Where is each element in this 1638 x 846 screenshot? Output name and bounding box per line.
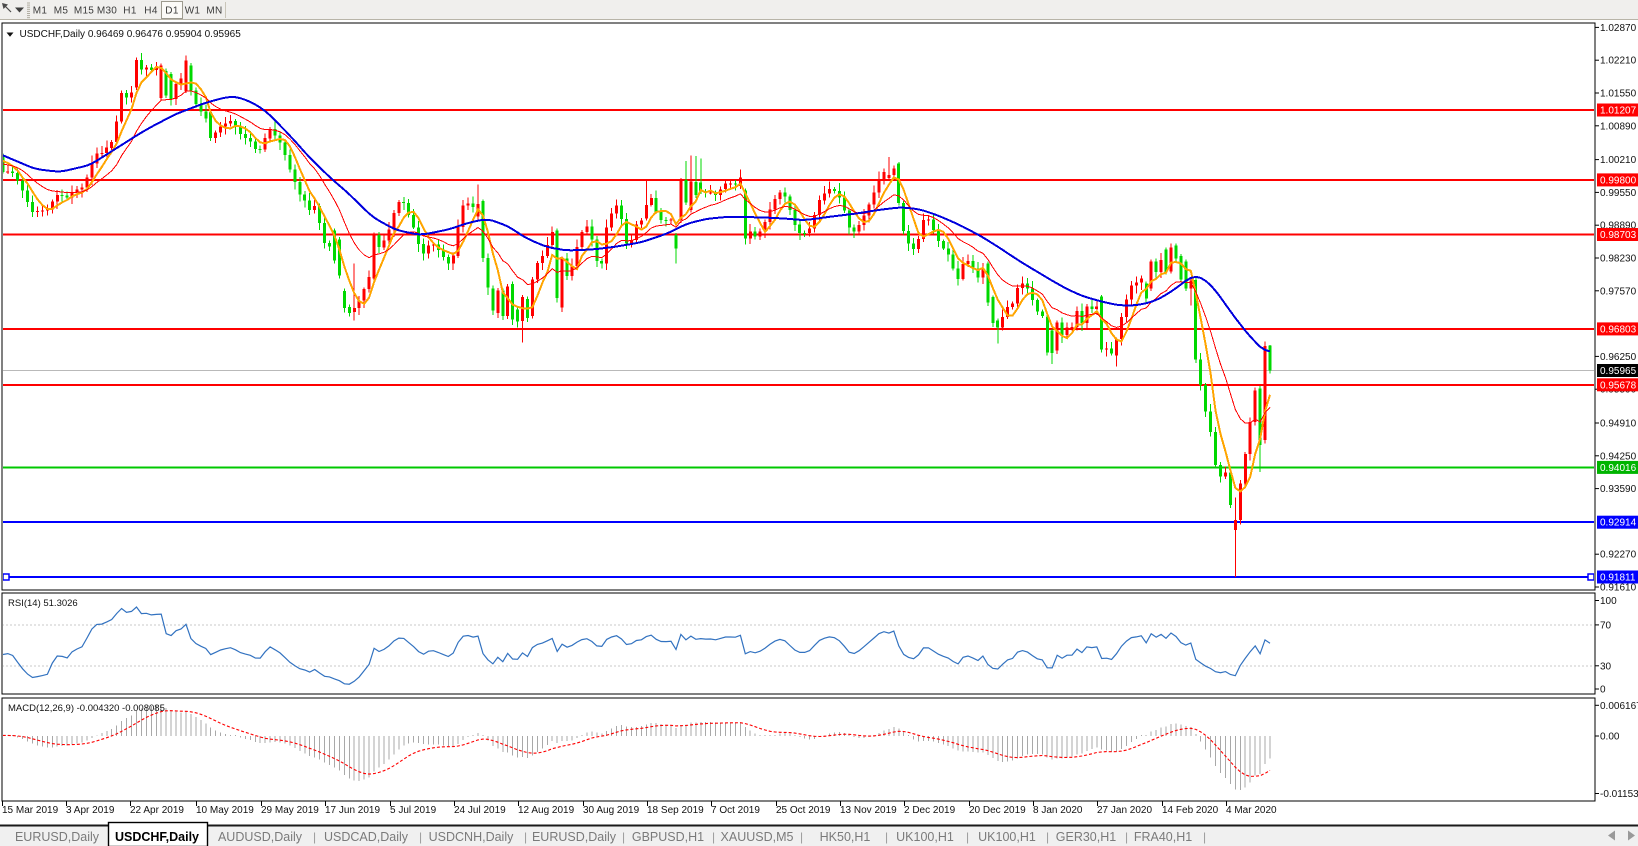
svg-text:UK100,H1: UK100,H1	[896, 830, 954, 844]
svg-text:1.01207: 1.01207	[1600, 106, 1637, 117]
svg-text:HK50,H1: HK50,H1	[820, 830, 871, 844]
svg-text:14 Feb 2020: 14 Feb 2020	[1162, 805, 1219, 816]
svg-text:7 Oct 2019: 7 Oct 2019	[711, 805, 760, 816]
svg-text:|: |	[1203, 830, 1206, 844]
svg-text:M1: M1	[33, 6, 48, 17]
svg-text:5 Jul 2019: 5 Jul 2019	[390, 805, 437, 816]
svg-text:0.98890: 0.98890	[1600, 221, 1637, 232]
svg-text:|: |	[419, 830, 422, 844]
svg-text:10 May 2019: 10 May 2019	[196, 805, 254, 816]
svg-text:M5: M5	[54, 6, 69, 17]
svg-text:1.02870: 1.02870	[1600, 23, 1637, 34]
svg-text:1.02210: 1.02210	[1600, 56, 1637, 67]
svg-text:2 Dec 2019: 2 Dec 2019	[904, 805, 956, 816]
svg-text:M30: M30	[97, 6, 117, 17]
svg-text:H1: H1	[123, 6, 137, 17]
svg-text:EURUSD,Daily: EURUSD,Daily	[532, 830, 617, 844]
svg-text:13 Nov 2019: 13 Nov 2019	[840, 805, 897, 816]
svg-text:MN: MN	[206, 6, 222, 17]
svg-text:0.93590: 0.93590	[1600, 484, 1637, 495]
svg-text:12 Aug 2019: 12 Aug 2019	[518, 805, 575, 816]
svg-text:8 Jan 2020: 8 Jan 2020	[1033, 805, 1083, 816]
svg-text:|: |	[712, 830, 715, 844]
svg-text:30 Aug 2019: 30 Aug 2019	[583, 805, 640, 816]
svg-text:0.99800: 0.99800	[1600, 175, 1637, 186]
svg-text:0.92270: 0.92270	[1600, 550, 1637, 561]
svg-text:0.94016: 0.94016	[1600, 463, 1637, 474]
svg-text:|: |	[1125, 830, 1128, 844]
svg-text:0.00: 0.00	[1600, 732, 1620, 743]
svg-text:GER30,H1: GER30,H1	[1056, 830, 1116, 844]
svg-text:18 Sep 2019: 18 Sep 2019	[647, 805, 704, 816]
svg-text:22 Apr 2019: 22 Apr 2019	[130, 805, 184, 816]
svg-text:XAUUSD,M5: XAUUSD,M5	[721, 830, 794, 844]
svg-text:24 Jul 2019: 24 Jul 2019	[454, 805, 506, 816]
svg-text:H4: H4	[144, 6, 158, 17]
svg-text:0.99550: 0.99550	[1600, 188, 1637, 199]
svg-text:|: |	[966, 830, 969, 844]
svg-text:30: 30	[1600, 661, 1612, 672]
svg-text:M15: M15	[74, 6, 94, 17]
svg-text:0.95965: 0.95965	[1600, 366, 1637, 377]
svg-text:25 Oct 2019: 25 Oct 2019	[776, 805, 831, 816]
svg-text:|: |	[622, 830, 625, 844]
svg-text:USDCHF,Daily: USDCHF,Daily	[115, 830, 199, 844]
svg-text:1.01550: 1.01550	[1600, 89, 1637, 100]
svg-text:USDCAD,Daily: USDCAD,Daily	[324, 830, 409, 844]
svg-text:1.00890: 1.00890	[1600, 121, 1637, 132]
svg-text:0.94250: 0.94250	[1600, 451, 1637, 462]
svg-text:RSI(14) 51.3026: RSI(14) 51.3026	[8, 598, 78, 609]
svg-text:17 Jun 2019: 17 Jun 2019	[325, 805, 380, 816]
svg-text:EURUSD,Daily: EURUSD,Daily	[15, 830, 100, 844]
svg-text:0.006167: 0.006167	[1600, 701, 1638, 712]
svg-text:AUDUSD,Daily: AUDUSD,Daily	[218, 830, 303, 844]
svg-text:27 Jan 2020: 27 Jan 2020	[1097, 805, 1152, 816]
svg-text:0.95678: 0.95678	[1600, 380, 1637, 391]
svg-text:0.94910: 0.94910	[1600, 419, 1637, 430]
svg-text:4 Mar 2020: 4 Mar 2020	[1226, 805, 1277, 816]
svg-text:3 Apr 2019: 3 Apr 2019	[66, 805, 115, 816]
svg-text:0.98230: 0.98230	[1600, 254, 1637, 265]
svg-text:FRA40,H1: FRA40,H1	[1134, 830, 1192, 844]
svg-text:|: |	[800, 830, 803, 844]
svg-text:0.98703: 0.98703	[1600, 230, 1637, 241]
svg-text:0.91811: 0.91811	[1600, 573, 1636, 584]
svg-text:USDCHF,Daily 0.96469 0.96476: USDCHF,Daily 0.96469 0.96476 0.95904 0.9…	[20, 29, 242, 40]
svg-text:0.91610: 0.91610	[1600, 583, 1637, 594]
svg-text:UK100,H1: UK100,H1	[978, 830, 1036, 844]
svg-text:0: 0	[1600, 685, 1606, 696]
svg-text:29 May 2019: 29 May 2019	[261, 805, 319, 816]
svg-text:|: |	[524, 830, 527, 844]
svg-text:1.00210: 1.00210	[1600, 155, 1637, 166]
svg-text:W1: W1	[185, 6, 201, 17]
svg-text:GBPUSD,H1: GBPUSD,H1	[632, 830, 704, 844]
svg-text:20 Dec 2019: 20 Dec 2019	[969, 805, 1026, 816]
svg-text:15 Mar 2019: 15 Mar 2019	[2, 805, 59, 816]
svg-text:|: |	[1046, 830, 1049, 844]
svg-text:0.92914: 0.92914	[1600, 518, 1637, 529]
svg-text:70: 70	[1600, 620, 1612, 631]
svg-text:MACD(12,26,9) -0.004320 -0.008: MACD(12,26,9) -0.004320 -0.008085	[8, 703, 165, 714]
svg-text:USDCNH,Daily: USDCNH,Daily	[429, 830, 514, 844]
svg-text:|: |	[885, 830, 888, 844]
svg-text:D1: D1	[165, 6, 179, 17]
svg-text:|: |	[313, 830, 316, 844]
svg-text:0.96803: 0.96803	[1600, 324, 1637, 335]
svg-text:0.97570: 0.97570	[1600, 286, 1637, 297]
svg-text:100: 100	[1600, 596, 1617, 607]
svg-text:0.96250: 0.96250	[1600, 352, 1637, 363]
